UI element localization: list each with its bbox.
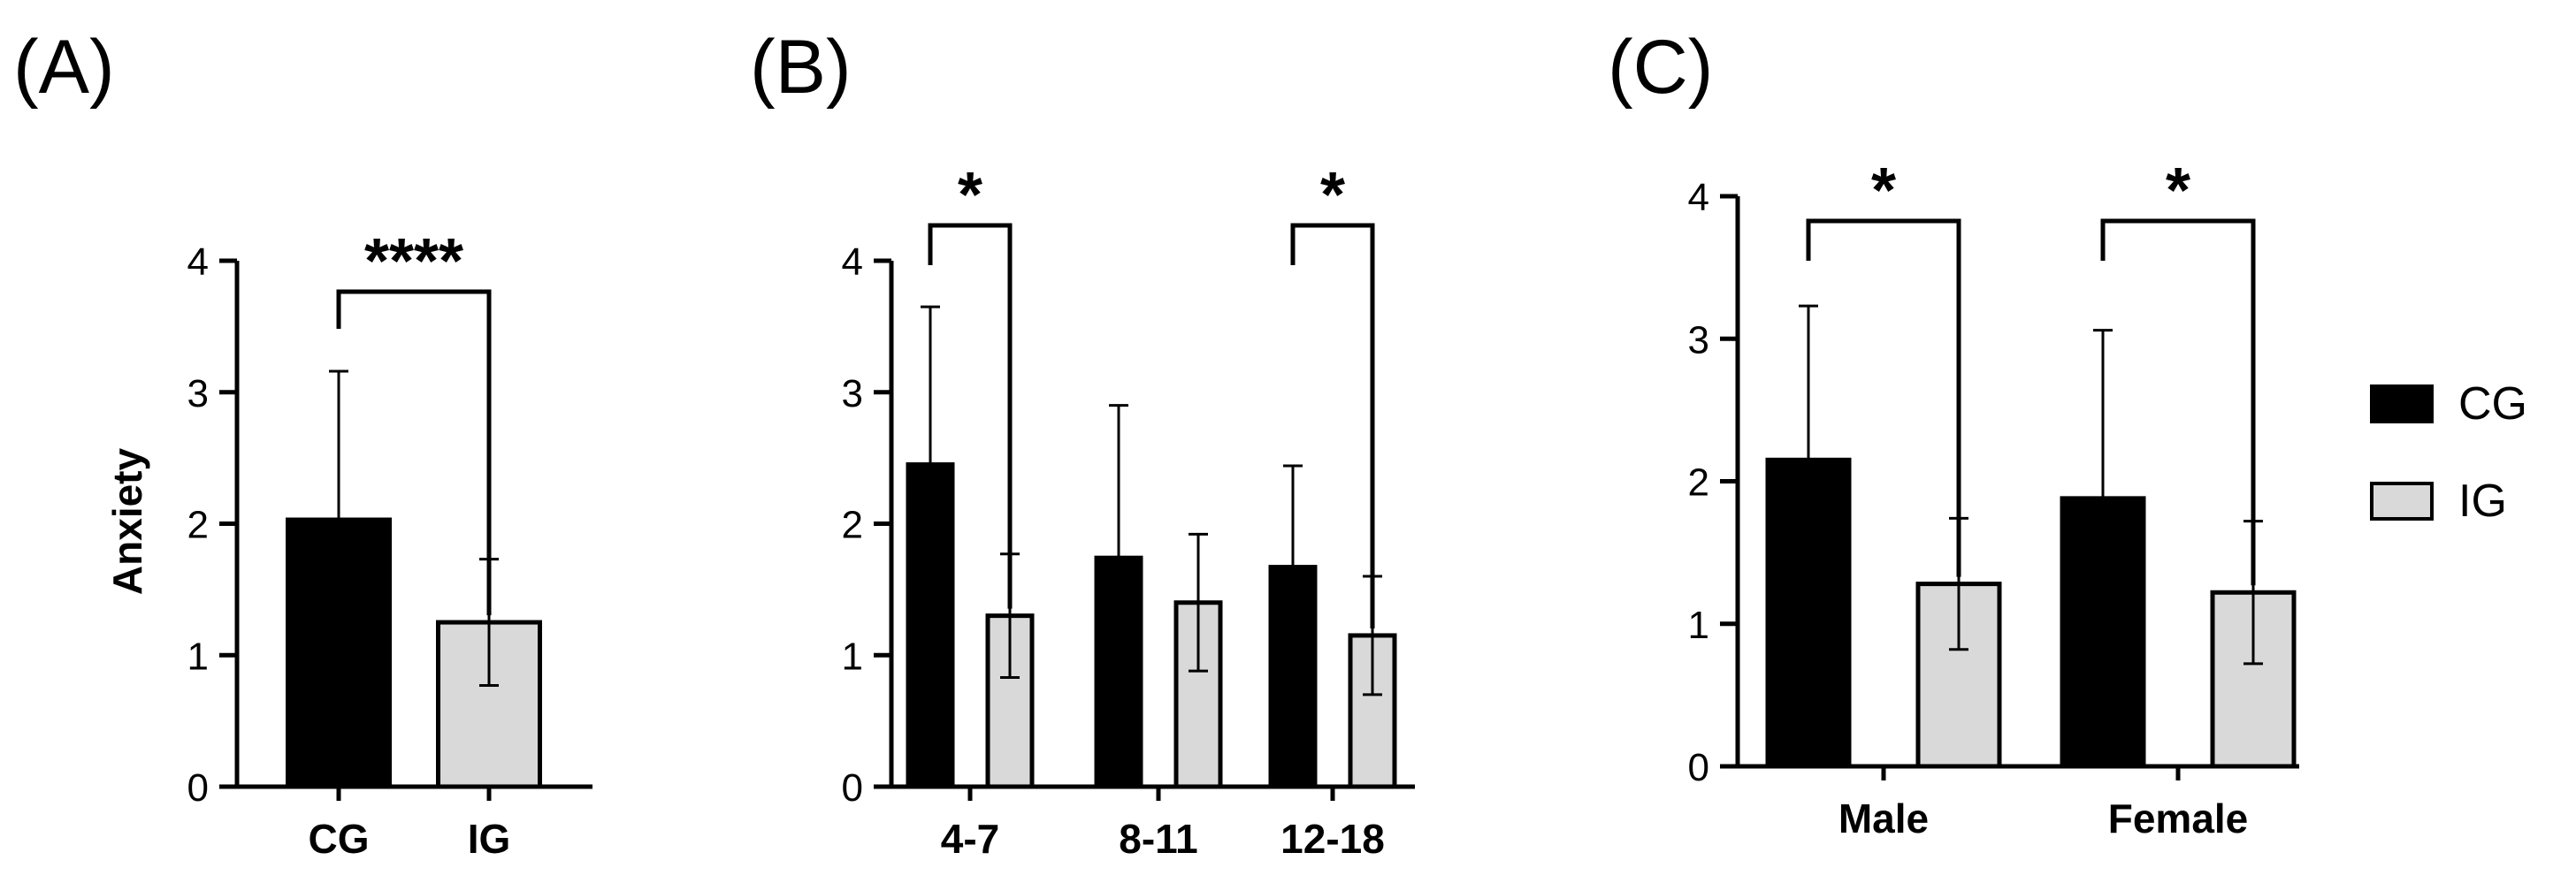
panel-b-significance-bracket-12-18 xyxy=(1290,223,1375,628)
panel-a-y-tick-label-1: 1 xyxy=(187,635,209,678)
panel-c-y-tick-label-0: 0 xyxy=(1688,746,1709,789)
panel-b: (B) 0 1 2 3 4 4-7 8-11 12-18 * * xyxy=(750,25,1415,862)
panel-c: (C) 0 1 2 3 4 Male Female * * xyxy=(1608,25,2299,841)
legend-swatch-ig xyxy=(2370,482,2434,521)
legend-label-ig: IG xyxy=(2458,476,2507,527)
panel-b-significance-label-12-18: * xyxy=(1320,160,1345,231)
panel-a-y-axis-label: Anxiety xyxy=(104,448,150,596)
panel-a-plot: 0 1 2 3 4 CG IG **** xyxy=(187,226,592,862)
panel-c-y-tick-label-2: 2 xyxy=(1688,461,1709,505)
panel-a-x-label-ig: IG xyxy=(468,816,511,862)
panel-a-y-tick-label-3: 3 xyxy=(187,372,209,415)
panel-b-significance-label-4-7: * xyxy=(958,160,982,231)
panel-b-significance-bracket-4-7 xyxy=(928,223,1013,609)
panel-b-y-tick-label-2: 2 xyxy=(842,504,863,547)
panel-b-y-tick-label-1: 1 xyxy=(842,635,863,678)
panel-a-x-label-cg: CG xyxy=(309,816,370,862)
panel-a: (A) Anxiety 0 1 2 3 4 CG IG **** xyxy=(13,25,592,862)
panel-b-x-label-12-18: 12-18 xyxy=(1280,816,1385,862)
panel-b-x-label-8-11: 8-11 xyxy=(1119,816,1198,862)
panel-c-label: (C) xyxy=(1608,25,1713,110)
panel-c-x-label-male: Male xyxy=(1838,795,1929,841)
panel-c-plot: 0 1 2 3 4 Male Female * * xyxy=(1688,156,2299,841)
panel-c-y-tick-label-1: 1 xyxy=(1688,604,1709,647)
panel-b-x-label-4-7: 4-7 xyxy=(941,816,999,862)
panel-c-significance-label-male: * xyxy=(1871,156,1896,226)
panel-a-significance-label: **** xyxy=(364,226,463,297)
legend-swatch-cg xyxy=(2370,384,2434,423)
panel-a-y-tick-label-4: 4 xyxy=(187,240,209,284)
panel-c-significance-bracket-male xyxy=(1806,218,1961,577)
panel-b-y-tick-label-4: 4 xyxy=(842,240,863,284)
panel-a-y-tick-label-0: 0 xyxy=(187,766,209,810)
panel-c-y-tick-label-3: 3 xyxy=(1688,318,1709,362)
panel-c-significance-bracket-female xyxy=(2100,218,2256,586)
panel-b-label: (B) xyxy=(750,25,852,110)
panel-b-plot: 0 1 2 3 4 4-7 8-11 12-18 * * xyxy=(842,160,1415,862)
panel-c-y-tick-label-4: 4 xyxy=(1688,176,1709,219)
panel-c-x-label-female: Female xyxy=(2108,795,2249,841)
panel-a-label: (A) xyxy=(13,25,115,110)
panel-a-significance-bracket xyxy=(336,289,492,616)
legend: CG IG xyxy=(2370,378,2527,527)
legend-label-cg: CG xyxy=(2458,378,2527,430)
panel-b-y-tick-label-3: 3 xyxy=(842,372,863,415)
panel-c-significance-label-female: * xyxy=(2166,156,2190,226)
panel-b-y-tick-label-0: 0 xyxy=(842,766,863,810)
panel-a-y-tick-label-2: 2 xyxy=(187,504,209,547)
